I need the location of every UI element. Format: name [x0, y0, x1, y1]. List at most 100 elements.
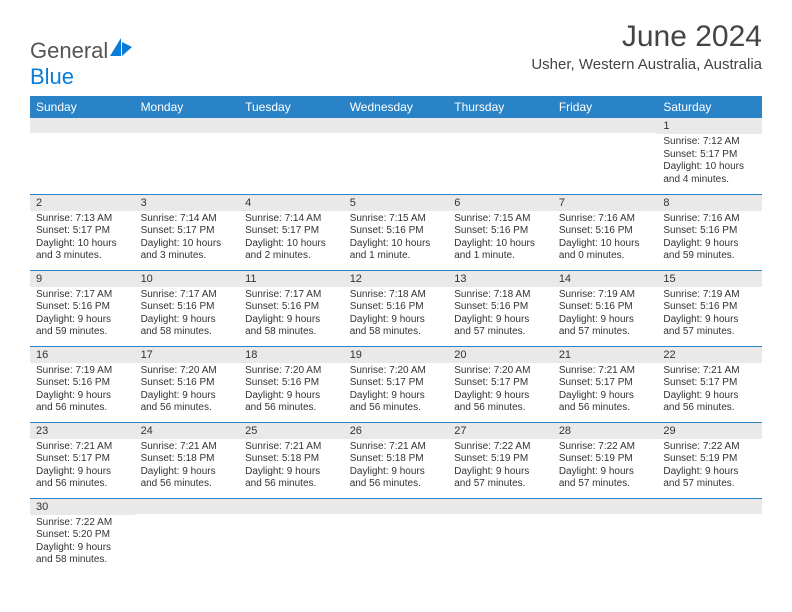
sunset-text: Sunset: 5:16 PM — [350, 225, 443, 238]
day-details: Sunrise: 7:22 AMSunset: 5:19 PMDaylight:… — [657, 439, 762, 495]
sunset-text: Sunset: 5:19 PM — [559, 453, 652, 466]
calendar-cell: 5Sunrise: 7:15 AMSunset: 5:16 PMDaylight… — [344, 194, 449, 270]
calendar-cell-empty — [30, 118, 135, 194]
page-subtitle: Usher, Western Australia, Australia — [531, 56, 762, 73]
day-details: Sunrise: 7:20 AMSunset: 5:17 PMDaylight:… — [344, 363, 449, 419]
calendar-cell: 17Sunrise: 7:20 AMSunset: 5:16 PMDayligh… — [135, 346, 240, 422]
sunset-text: Sunset: 5:16 PM — [454, 225, 547, 238]
sunrise-text: Sunrise: 7:12 AM — [663, 136, 756, 149]
day-number: 22 — [657, 347, 762, 363]
calendar-week-row: 9 Sunrise: 7:17 AMSunset: 5:16 PMDaylight… — [30, 270, 762, 346]
sunrise-text: Sunrise: 7:19 AM — [663, 289, 756, 302]
day-details: Sunrise: 7:21 AMSunset: 5:17 PMDaylight:… — [553, 363, 658, 419]
day-number: 20 — [448, 347, 553, 363]
day-details: Sunrise: 7:16 AMSunset: 5:16 PMDaylight:… — [657, 211, 762, 267]
day-details: Sunrise: 7:21 AMSunset: 5:17 PMDaylight:… — [657, 363, 762, 419]
sunrise-text: Sunrise: 7:16 AM — [663, 213, 756, 226]
day-number: 19 — [344, 347, 449, 363]
sunset-text: Sunset: 5:18 PM — [350, 453, 443, 466]
calendar-cell: 11Sunrise: 7:17 AMSunset: 5:16 PMDayligh… — [239, 270, 344, 346]
day-details: Sunrise: 7:14 AMSunset: 5:17 PMDaylight:… — [239, 211, 344, 267]
daylight-text: Daylight: 9 hours and 57 minutes. — [454, 314, 547, 339]
calendar-cell-empty — [553, 498, 658, 574]
calendar-cell: 12Sunrise: 7:18 AMSunset: 5:16 PMDayligh… — [344, 270, 449, 346]
day-number: 5 — [344, 195, 449, 211]
day-number: 7 — [553, 195, 658, 211]
calendar-cell: 22Sunrise: 7:21 AMSunset: 5:17 PMDayligh… — [657, 346, 762, 422]
calendar-body: 1Sunrise: 7:12 AMSunset: 5:17 PMDaylight… — [30, 118, 762, 574]
calendar-table: SundayMondayTuesdayWednesdayThursdayFrid… — [30, 96, 762, 574]
weekday-header: Friday — [553, 96, 658, 118]
daylight-text: Daylight: 9 hours and 56 minutes. — [141, 390, 234, 415]
calendar-cell: 21Sunrise: 7:21 AMSunset: 5:17 PMDayligh… — [553, 346, 658, 422]
sunset-text: Sunset: 5:16 PM — [245, 377, 338, 390]
weekday-header-row: SundayMondayTuesdayWednesdayThursdayFrid… — [30, 96, 762, 118]
sunrise-text: Sunrise: 7:21 AM — [350, 441, 443, 454]
day-number: 13 — [448, 271, 553, 287]
sunrise-text: Sunrise: 7:22 AM — [36, 517, 129, 530]
sunset-text: Sunset: 5:20 PM — [36, 529, 129, 542]
sunset-text: Sunset: 5:16 PM — [559, 225, 652, 238]
brand-text: GeneralBlue — [30, 38, 132, 90]
day-details: Sunrise: 7:15 AMSunset: 5:16 PMDaylight:… — [344, 211, 449, 267]
daylight-text: Daylight: 9 hours and 58 minutes. — [36, 542, 129, 567]
day-number — [448, 118, 553, 133]
sunrise-text: Sunrise: 7:20 AM — [350, 365, 443, 378]
brand-word1: General — [30, 38, 108, 63]
sunset-text: Sunset: 5:17 PM — [36, 225, 129, 238]
calendar-cell: 9Sunrise: 7:17 AMSunset: 5:16 PMDaylight… — [30, 270, 135, 346]
sunrise-text: Sunrise: 7:21 AM — [559, 365, 652, 378]
calendar-cell: 4Sunrise: 7:14 AMSunset: 5:17 PMDaylight… — [239, 194, 344, 270]
sunrise-text: Sunrise: 7:21 AM — [663, 365, 756, 378]
calendar-week-row: 30Sunrise: 7:22 AMSunset: 5:20 PMDayligh… — [30, 498, 762, 574]
daylight-text: Daylight: 10 hours and 2 minutes. — [245, 238, 338, 263]
calendar-cell: 1Sunrise: 7:12 AMSunset: 5:17 PMDaylight… — [657, 118, 762, 194]
day-details: Sunrise: 7:17 AMSunset: 5:16 PMDaylight:… — [239, 287, 344, 343]
calendar-cell: 26Sunrise: 7:21 AMSunset: 5:18 PMDayligh… — [344, 422, 449, 498]
daylight-text: Daylight: 9 hours and 57 minutes. — [454, 466, 547, 491]
daylight-text: Daylight: 9 hours and 56 minutes. — [141, 466, 234, 491]
day-details: Sunrise: 7:13 AMSunset: 5:17 PMDaylight:… — [30, 211, 135, 267]
daylight-text: Daylight: 10 hours and 1 minute. — [350, 238, 443, 263]
daylight-text: Daylight: 9 hours and 56 minutes. — [350, 390, 443, 415]
calendar-week-row: 23Sunrise: 7:21 AMSunset: 5:17 PMDayligh… — [30, 422, 762, 498]
day-number: 1 — [657, 118, 762, 134]
day-details: Sunrise: 7:20 AMSunset: 5:17 PMDaylight:… — [448, 363, 553, 419]
day-number — [553, 118, 658, 133]
daylight-text: Daylight: 10 hours and 0 minutes. — [559, 238, 652, 263]
day-details: Sunrise: 7:19 AMSunset: 5:16 PMDaylight:… — [553, 287, 658, 343]
day-number: 25 — [239, 423, 344, 439]
calendar-cell-empty — [553, 118, 658, 194]
day-number — [344, 118, 449, 133]
day-details: Sunrise: 7:20 AMSunset: 5:16 PMDaylight:… — [239, 363, 344, 419]
weekday-header: Tuesday — [239, 96, 344, 118]
daylight-text: Daylight: 9 hours and 56 minutes. — [245, 390, 338, 415]
day-number — [135, 499, 240, 514]
day-details: Sunrise: 7:21 AMSunset: 5:18 PMDaylight:… — [135, 439, 240, 495]
day-details: Sunrise: 7:22 AMSunset: 5:20 PMDaylight:… — [30, 515, 135, 571]
day-details: Sunrise: 7:21 AMSunset: 5:18 PMDaylight:… — [344, 439, 449, 495]
brand-logo: GeneralBlue — [30, 38, 132, 90]
day-number: 11 — [239, 271, 344, 287]
sunset-text: Sunset: 5:17 PM — [663, 377, 756, 390]
calendar-cell: 6Sunrise: 7:15 AMSunset: 5:16 PMDaylight… — [448, 194, 553, 270]
calendar-cell-empty — [239, 498, 344, 574]
sunrise-text: Sunrise: 7:20 AM — [454, 365, 547, 378]
day-number: 9 — [30, 271, 135, 287]
sunset-text: Sunset: 5:17 PM — [245, 225, 338, 238]
calendar-cell: 28Sunrise: 7:22 AMSunset: 5:19 PMDayligh… — [553, 422, 658, 498]
calendar-cell: 15Sunrise: 7:19 AMSunset: 5:16 PMDayligh… — [657, 270, 762, 346]
day-details: Sunrise: 7:19 AMSunset: 5:16 PMDaylight:… — [30, 363, 135, 419]
day-number — [239, 118, 344, 133]
daylight-text: Daylight: 10 hours and 3 minutes. — [141, 238, 234, 263]
sunrise-text: Sunrise: 7:20 AM — [245, 365, 338, 378]
day-number: 30 — [30, 499, 135, 515]
calendar-cell-empty — [657, 498, 762, 574]
day-number: 4 — [239, 195, 344, 211]
sunset-text: Sunset: 5:19 PM — [454, 453, 547, 466]
sail-icon — [110, 38, 132, 63]
day-number: 27 — [448, 423, 553, 439]
daylight-text: Daylight: 9 hours and 57 minutes. — [663, 466, 756, 491]
day-number — [553, 499, 658, 514]
calendar-cell: 30Sunrise: 7:22 AMSunset: 5:20 PMDayligh… — [30, 498, 135, 574]
